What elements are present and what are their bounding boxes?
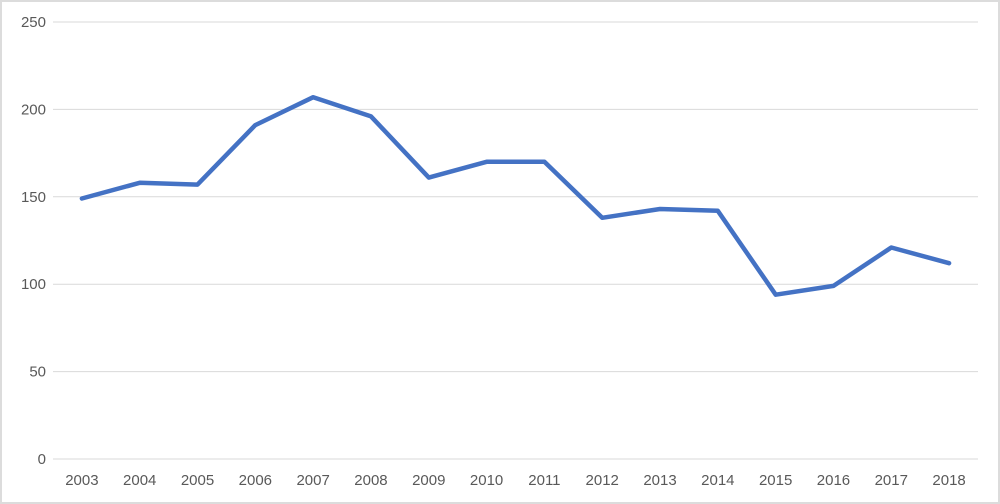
x-axis-tick-label: 2010 — [470, 472, 503, 489]
x-axis-tick-label: 2006 — [239, 472, 272, 489]
x-axis-tick-label: 2003 — [65, 472, 98, 489]
y-axis-tick-label: 150 — [21, 189, 46, 206]
x-axis-tick-label: 2018 — [932, 472, 965, 489]
x-axis-tick-label: 2014 — [701, 472, 734, 489]
x-axis-tick-label: 2015 — [759, 472, 792, 489]
y-axis-tick-label: 0 — [38, 451, 46, 468]
y-axis-tick-label: 200 — [21, 101, 46, 118]
x-axis-tick-label: 2017 — [875, 472, 908, 489]
y-axis-tick-label: 100 — [21, 276, 46, 293]
x-axis-tick-label: 2011 — [528, 472, 560, 489]
x-axis-tick-label: 2005 — [181, 472, 214, 489]
x-axis-tick-label: 2009 — [412, 472, 445, 489]
x-axis-tick-label: 2013 — [643, 472, 676, 489]
x-axis-tick-label: 2016 — [817, 472, 850, 489]
x-axis-tick-label: 2004 — [123, 472, 156, 489]
y-axis-tick-label: 50 — [29, 364, 46, 381]
x-axis-tick-label: 2007 — [296, 472, 329, 489]
y-axis-tick-label: 250 — [21, 14, 46, 31]
x-axis-tick-label: 2008 — [354, 472, 387, 489]
x-axis-tick-label: 2012 — [586, 472, 619, 489]
data-series-line — [79, 94, 952, 297]
